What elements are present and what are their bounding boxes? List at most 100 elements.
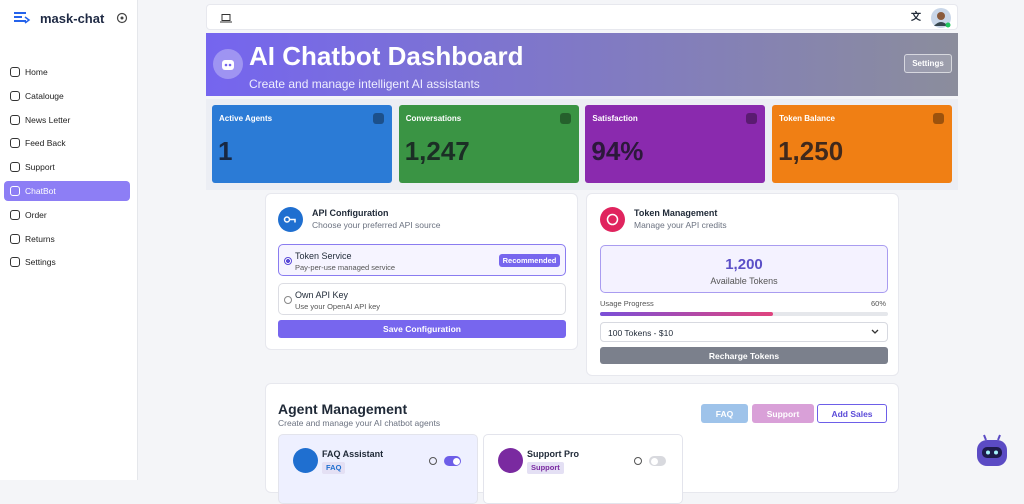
select-text: 100 Tokens - $10 bbox=[608, 328, 674, 338]
logo-icon bbox=[14, 12, 31, 24]
agent-button[interactable]: Support bbox=[752, 404, 814, 423]
save-button[interactable]: Save Configuration bbox=[278, 320, 566, 338]
option-subtitle: Pay-per-use managed service bbox=[295, 263, 396, 272]
toggle-knob bbox=[650, 457, 658, 465]
nav-item[interactable]: Support bbox=[4, 157, 130, 177]
token-select[interactable]: 100 Tokens - $10 bbox=[600, 322, 888, 342]
stat-value: 94% bbox=[591, 136, 644, 166]
agent-name: Support Pro bbox=[527, 449, 579, 459]
title: AI Chatbot Dashboard bbox=[249, 41, 524, 71]
radio bbox=[284, 257, 292, 265]
stat-icon bbox=[559, 113, 571, 124]
api-card: API Configuration Choose your preferred … bbox=[265, 193, 578, 350]
topbar: 文 bbox=[206, 4, 958, 30]
translate-icon[interactable]: 文 bbox=[911, 12, 921, 23]
nav-icon bbox=[10, 67, 20, 77]
stat-icon bbox=[746, 113, 758, 124]
stat-value: 1,250 bbox=[778, 136, 844, 166]
theme-toggle[interactable] bbox=[116, 12, 128, 24]
nav-item[interactable]: Settings bbox=[4, 252, 130, 272]
nav-item[interactable]: Home bbox=[4, 62, 130, 82]
device-icon bbox=[220, 14, 232, 23]
agents-card: Agent Management Create and manage your … bbox=[265, 383, 899, 504]
power-icon bbox=[634, 457, 642, 465]
nav-label: Support bbox=[25, 162, 55, 173]
balance-box: 1,200 Available Tokens bbox=[600, 245, 888, 293]
bot-icon bbox=[213, 49, 243, 79]
nav-icon bbox=[10, 209, 20, 220]
nav-icon bbox=[10, 233, 20, 244]
progress-text: 60% bbox=[870, 299, 886, 308]
avatar[interactable] bbox=[931, 8, 951, 28]
progress-track bbox=[600, 312, 888, 316]
progress-label: Usage Progress bbox=[600, 299, 654, 308]
nav-icon bbox=[10, 162, 20, 173]
stat-label: Conversations bbox=[405, 114, 462, 123]
toggle-knob bbox=[452, 457, 460, 465]
nav-icon bbox=[10, 114, 20, 125]
toggle[interactable] bbox=[444, 456, 461, 466]
nav-item[interactable]: Feed Back bbox=[4, 133, 130, 153]
stat-value: 1 bbox=[218, 136, 233, 166]
nav-item[interactable]: News Letter bbox=[4, 110, 130, 130]
stat-label: Satisfaction bbox=[592, 114, 638, 123]
badge: Recommended bbox=[499, 254, 560, 267]
progress-fill bbox=[600, 312, 773, 316]
nav-label: Order bbox=[25, 209, 47, 220]
nav-icon bbox=[10, 257, 20, 268]
banner: AI Chatbot Dashboard Create and manage i… bbox=[206, 33, 958, 96]
coin-icon bbox=[600, 207, 625, 232]
card-subtitle: Choose your preferred API source bbox=[312, 220, 441, 230]
key-icon bbox=[278, 207, 303, 232]
api-option[interactable]: Own API Key Use your OpenAI API key bbox=[278, 283, 566, 315]
agent-name: FAQ Assistant bbox=[322, 449, 384, 459]
stat-icon bbox=[373, 113, 384, 124]
nav-item[interactable]: ChatBot bbox=[4, 181, 130, 201]
agent-tag: Support bbox=[527, 462, 564, 474]
nav-item[interactable]: Returns bbox=[4, 229, 130, 249]
option-subtitle: Use your OpenAI API key bbox=[295, 302, 381, 311]
brand: mask-chat bbox=[40, 11, 105, 26]
agent-icon bbox=[498, 448, 523, 473]
nav-label: Home bbox=[25, 67, 48, 77]
nav-icon bbox=[10, 186, 20, 196]
settings-button[interactable]: Settings bbox=[904, 54, 952, 73]
nav-item[interactable]: Order bbox=[4, 205, 130, 225]
sidebar: mask-chat Home Catalouge News Letter Feed B… bbox=[0, 0, 138, 480]
stat-icon bbox=[933, 113, 945, 124]
stat-card: Token Balance 1,250 bbox=[772, 105, 953, 183]
nav-label: ChatBot bbox=[25, 186, 56, 196]
nav-icon bbox=[10, 138, 20, 149]
option-title: Own API Key bbox=[295, 290, 349, 300]
card-title: Token Management bbox=[634, 208, 718, 218]
stat-label: Token Balance bbox=[779, 114, 835, 123]
toggle[interactable] bbox=[649, 456, 666, 466]
agent-button[interactable]: Add Sales bbox=[817, 404, 887, 423]
nav-item[interactable]: Catalouge bbox=[4, 86, 130, 106]
recharge-button[interactable]: Recharge Tokens bbox=[600, 347, 888, 364]
subtitle: Create and manage intelligent AI assista… bbox=[249, 77, 480, 91]
option-title: Token Service bbox=[295, 251, 352, 261]
agent-icon bbox=[293, 448, 318, 473]
api-option[interactable]: Token Service Pay-per-use managed service… bbox=[278, 244, 566, 276]
stat-card: Satisfaction 94% bbox=[585, 105, 766, 183]
radio bbox=[284, 296, 292, 304]
balance-value: 1,200 bbox=[725, 256, 763, 273]
chevron bbox=[871, 329, 879, 334]
stat-card: Conversations 1,247 bbox=[398, 105, 579, 183]
card-subtitle: Manage your API credits bbox=[634, 220, 727, 230]
balance-label: Available Tokens bbox=[710, 276, 778, 286]
card-title: Agent Management bbox=[278, 401, 408, 417]
agent-card: Support Pro Support bbox=[483, 434, 683, 504]
power-icon bbox=[429, 457, 437, 465]
nav-icon bbox=[10, 90, 20, 101]
nav-label: Returns bbox=[25, 233, 55, 244]
nav-label: Catalouge bbox=[25, 90, 64, 101]
agent-button[interactable]: FAQ bbox=[701, 404, 748, 423]
agent-tag: FAQ bbox=[322, 462, 346, 474]
chat-widget[interactable] bbox=[974, 434, 1010, 470]
nav-label: Feed Back bbox=[25, 138, 66, 149]
card-title: API Configuration bbox=[312, 208, 389, 218]
